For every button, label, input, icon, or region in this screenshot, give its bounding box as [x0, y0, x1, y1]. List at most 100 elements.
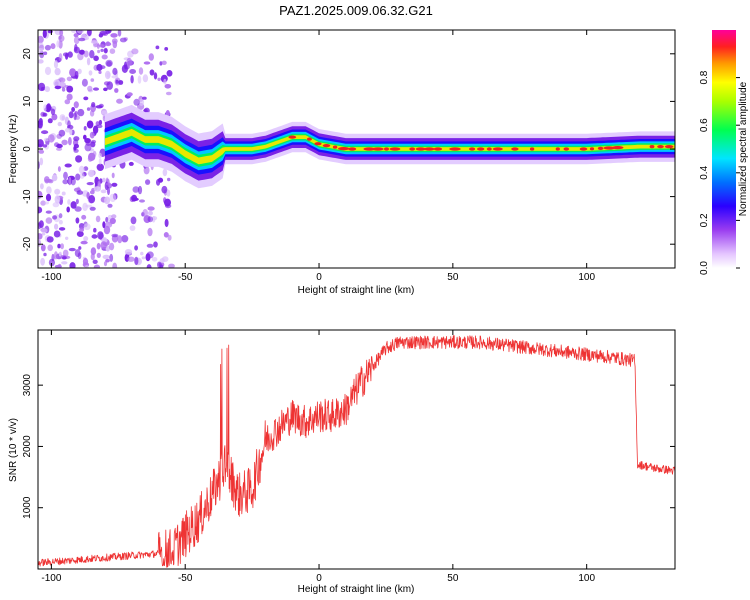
spectrogram-noise-blob — [103, 87, 108, 92]
spectrogram-noise-blob — [141, 256, 146, 260]
spectrogram-noise-blob — [166, 70, 173, 77]
spectrogram-noise-blob — [102, 254, 110, 260]
spectrogram-noise-blob — [86, 57, 91, 66]
snr-y-tick-label: 1000 — [22, 496, 33, 519]
spectrogram-noise-blob — [75, 155, 83, 163]
spectrogram-noise-blob — [151, 216, 156, 223]
spectrogram-noise-blob — [102, 177, 106, 183]
spectrogram-noise-blob — [58, 227, 66, 231]
spectrogram-noise-blob — [157, 77, 161, 82]
spectrogram-noise-blob — [38, 149, 45, 154]
spectrogram-noise-blob — [93, 227, 97, 233]
spectrogram-noise-blob — [90, 141, 96, 148]
spectrogram-noise-blob — [78, 165, 85, 174]
spectrogram-noise-blob — [98, 119, 103, 126]
ridge-core-peak — [348, 147, 357, 151]
spectrogram-noise-blob — [148, 53, 154, 61]
spectrogram-noise-blob — [86, 182, 94, 186]
spectrogram-noise-blob — [73, 33, 79, 38]
spectrogram-noise-blob — [39, 157, 44, 166]
spectrogram-noise-blob — [53, 230, 61, 238]
spectrogram-noise-blob — [126, 57, 132, 67]
spectrogram-noise-blob — [66, 93, 73, 101]
spectrogram-noise-blob — [153, 72, 158, 80]
spectrogram-y-tick-label: 0 — [22, 146, 33, 152]
spectrogram-noise-blob — [40, 200, 46, 206]
spectrogram-noise-blob — [98, 152, 102, 159]
spectrogram-noise-blob — [58, 129, 66, 137]
spectrogram-noise-blob — [75, 173, 81, 181]
spectrogram-noise-blob — [96, 242, 101, 250]
colorbar: 0.0 0.2 0.4 0.6 0.8 Normalized spectral ampl… — [699, 30, 749, 275]
spectrogram-noise-blob — [46, 103, 52, 112]
spectrogram-noise-blob — [40, 86, 45, 91]
spectrogram-noise-blob — [166, 189, 171, 197]
spectrogram-noise-blob — [62, 179, 69, 185]
ridge-core-peak — [424, 147, 435, 151]
spectrogram-noise-blob — [145, 179, 151, 185]
spectrogram-noise-blob — [44, 201, 49, 205]
ridge-core-peak — [664, 145, 674, 149]
spectrogram-noise-blob — [101, 110, 108, 115]
spectrogram-noise-blob — [62, 256, 67, 260]
spectrogram-noise-blob — [137, 75, 142, 84]
spectrogram-noise-blob — [84, 138, 91, 144]
spectrogram-noise-blob — [73, 36, 80, 45]
snr-x-tick-label: 0 — [316, 573, 322, 584]
spectrogram-noise-blob — [40, 257, 45, 266]
ridge-core-peak — [409, 147, 416, 151]
spectrogram-noise-blob — [52, 215, 58, 220]
snr-x-tick-label: 50 — [447, 573, 459, 584]
spectrogram-noise-blob — [38, 220, 44, 229]
spectrogram-noise-blob — [87, 155, 93, 162]
ridge-core-peak — [306, 137, 312, 141]
spectrogram-noise-blob — [69, 68, 77, 77]
spectrogram-noise-blob — [73, 136, 80, 142]
spectrogram-noise-blob — [110, 33, 118, 38]
ridge-core-peak — [563, 147, 570, 151]
colorbar-tick-label: 0.2 — [699, 213, 710, 227]
spectrogram-noise-blob — [58, 219, 63, 225]
spectrogram-noise-blob — [167, 177, 171, 182]
spectrogram-y-tick-label: 10 — [22, 95, 33, 107]
spectrogram-noise-blob — [112, 67, 118, 75]
spectrogram-noise-blob — [38, 59, 44, 64]
spectrogram-noise-blob — [74, 70, 79, 80]
spectrogram-noise-blob — [73, 112, 77, 121]
spectrogram-noise-blob — [68, 111, 74, 119]
spectrogram-noise-blob — [38, 239, 42, 247]
ridge-core-peak — [322, 144, 331, 148]
spectrogram-noise-blob — [105, 42, 112, 47]
spectrogram-noise-blob — [50, 43, 56, 50]
spectrogram-noise-blob — [102, 237, 107, 242]
spectrogram-noise-blob — [73, 101, 79, 109]
spectrogram-noise-blob — [44, 44, 51, 51]
spectrogram-noise-blob — [42, 30, 47, 38]
spectrogram-noise-blob — [102, 221, 106, 229]
spectrogram-noise-blob — [47, 134, 55, 143]
spectrogram-noise-blob — [43, 252, 47, 257]
spectrogram-noise-blob — [58, 53, 63, 62]
spectrogram-noise-blob — [76, 231, 84, 237]
spectrogram-y-ticks: -20 -10 0 10 20 — [22, 48, 675, 251]
ridge-core-peak — [415, 147, 426, 151]
ridge-core-peak — [492, 147, 503, 151]
spectrogram-noise-blob — [84, 265, 89, 268]
spectrogram-noise-blob — [128, 161, 134, 166]
spectrogram-noise-blob — [93, 55, 99, 62]
spectrogram-noise-blob — [89, 190, 95, 195]
snr-x-ticks: -100 -50 0 50 100 — [41, 330, 595, 584]
spectrogram-noise-blob — [43, 104, 48, 111]
snr-y-tick-label: 2000 — [22, 435, 33, 458]
ridge-core-peak — [332, 145, 338, 149]
spectrogram-noise-blob — [97, 231, 104, 240]
spectrogram-noise-blob — [38, 118, 43, 126]
spectrogram-noise-blob — [143, 61, 151, 65]
spectrogram-noise-blob — [58, 251, 62, 257]
spectrogram-noise-blob — [53, 60, 59, 69]
spectrogram-noise-blob — [111, 233, 119, 238]
spectrogram-noise-blob — [98, 70, 102, 74]
spectrogram-noise-blob — [38, 143, 42, 147]
spectrogram-noise-blob — [83, 134, 87, 140]
